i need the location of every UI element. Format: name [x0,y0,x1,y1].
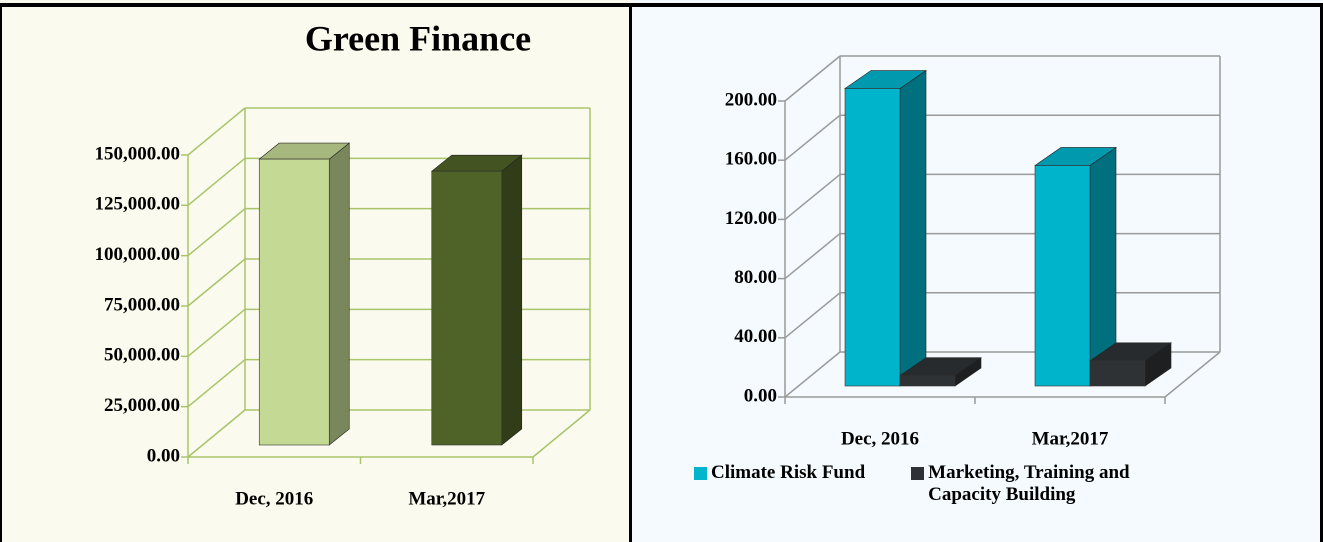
bar [431,170,503,446]
y-tick-label: 40.00 [734,326,777,347]
bar-side [501,154,523,446]
x-tick-label: Mar,2017 [1032,428,1109,449]
y-tick-label: 150,000.00 [95,143,181,164]
bar [1089,360,1146,387]
legend: Climate Risk Fund Marketing, Training and… [694,462,1294,506]
bar-side [899,69,927,387]
y-tick-label: 75,000.00 [104,294,180,315]
y-tick-label: 50,000.00 [104,345,180,366]
floor-side [1164,351,1221,398]
bar [899,375,956,387]
bar [1034,165,1091,387]
grid-line [187,107,246,156]
y-tick-label: 120.00 [725,208,777,229]
bar [844,88,901,387]
left-border [0,3,2,542]
grid-line [187,409,246,458]
bar [258,158,330,446]
grid-line [187,157,246,206]
x-tick-label: Dec, 2016 [841,428,919,449]
legend-swatch [694,467,707,480]
grid-line [784,233,841,280]
grid-line [784,114,841,161]
x-tick-label: Mar,2017 [408,488,485,509]
divider [629,3,632,542]
grid-line [187,258,246,307]
y-tick-label: 0.00 [147,445,180,466]
grid-line [784,351,841,398]
bar-side [328,142,350,446]
y-tick-label: 200.00 [725,89,777,110]
floor-side [532,409,591,458]
legend-item: Marketing, Training and Capacity Buildin… [911,462,1158,506]
legend-label: Climate Risk Fund [711,462,866,483]
y-tick-label: 100,000.00 [95,244,181,265]
x-tick-label: Dec, 2016 [235,488,313,509]
legend-label: Marketing, Training and Capacity Buildin… [928,462,1130,505]
grid-line [784,55,841,102]
grid-line [784,292,841,339]
legend-swatch [911,467,925,480]
y-tick-label: 160.00 [725,149,777,170]
right-panel [631,0,1323,542]
y-tick-label: 0.00 [744,385,777,406]
grid-line [784,173,841,220]
grid-line [187,208,246,257]
legend-item: Climate Risk Fund [694,462,865,506]
right-border [1320,3,1323,542]
top-border [0,3,1323,7]
y-tick-label: 125,000.00 [95,194,181,215]
chart-title: Green Finance [305,18,531,58]
y-tick-label: 25,000.00 [104,395,180,416]
grid-line [187,308,246,357]
y-tick-label: 80.00 [734,267,777,288]
grid-line [187,359,246,408]
